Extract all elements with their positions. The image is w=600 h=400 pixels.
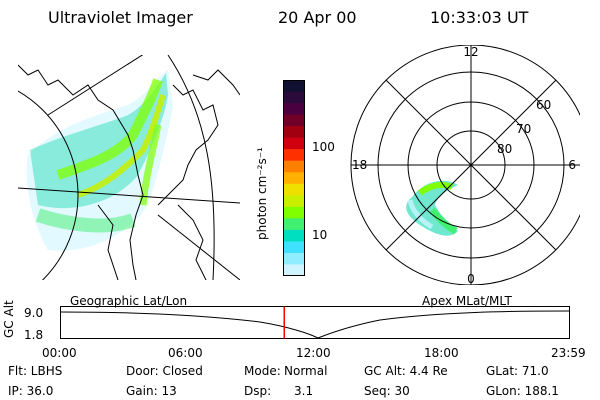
- colorbar-stripe: [283, 91, 305, 104]
- colorbar-stripe: [283, 172, 305, 185]
- colorbar-stripe: [283, 218, 305, 231]
- polar-grid: [350, 45, 580, 285]
- mlt-label-6: 6: [568, 158, 576, 172]
- altitude-timeline: [60, 306, 570, 339]
- altitude-ylabel: GC Alt: [2, 300, 16, 338]
- date-readout: 20 Apr 00: [278, 8, 357, 27]
- colorbar-stripe: [283, 183, 305, 196]
- altitude-ytick-high: 9.0: [24, 306, 44, 320]
- coastline: [18, 64, 240, 280]
- mlt-label-0: 0: [467, 272, 475, 285]
- mode-value: Normal: [284, 364, 328, 378]
- dsp-label: Dsp:: [244, 384, 272, 398]
- mlt-label-12: 12: [463, 45, 478, 59]
- auroral-emission-geo: [26, 70, 173, 251]
- seq-readout: Seq: 30: [364, 384, 410, 398]
- app-title: Ultraviolet Imager: [48, 8, 193, 27]
- time-readout: 10:33:03 UT: [430, 8, 529, 27]
- geographic-label: Geographic Lat/Lon: [70, 294, 188, 308]
- colorbar-stripe: [283, 241, 305, 254]
- colorbar-tick-100: 100: [312, 140, 335, 154]
- colorbar-stripe: [283, 195, 305, 208]
- xtick-0000: 00:00: [42, 346, 77, 360]
- colorbar-stripe: [283, 114, 305, 127]
- colorbar-stripe: [283, 149, 305, 162]
- mlat-label-60: 60: [536, 98, 551, 112]
- colorbar-stripe: [283, 80, 305, 93]
- mlat-label-70: 70: [516, 122, 531, 136]
- xtick-1200: 12:00: [296, 346, 331, 360]
- polar-plot: 12 0 18 6 80 70 60: [350, 45, 580, 285]
- mode-label: Mode:: [244, 364, 281, 378]
- glat-readout: GLat: 71.0: [486, 364, 549, 378]
- colorbar-gradient: [283, 80, 305, 277]
- geographic-map-panel: [18, 55, 240, 280]
- mlat-label-80: 80: [497, 142, 512, 156]
- auroral-emission-polar: [406, 180, 458, 236]
- colorbar-stripe: [283, 126, 305, 139]
- colorbar-stripe: [283, 252, 305, 265]
- colorbar-stripe: [283, 103, 305, 116]
- altitude-ytick-low: 1.8: [24, 328, 44, 342]
- xtick-2359: 23:59: [551, 346, 586, 360]
- gain-readout: Gain: 13: [126, 384, 177, 398]
- gc-alt-readout: GC Alt: 4.4 Re: [364, 364, 448, 378]
- mlt-label-18: 18: [352, 158, 367, 172]
- ip-readout: IP: 36.0: [8, 384, 54, 398]
- apex-label: Apex MLat/MLT: [422, 294, 512, 308]
- colorbar-stripe: [283, 264, 305, 277]
- filter-readout: Flt: LBHS: [8, 364, 63, 378]
- colorbar: [283, 80, 305, 277]
- colorbar-stripe: [283, 229, 305, 242]
- colorbar-stripe: [283, 137, 305, 150]
- glon-readout: GLon: 188.1: [486, 384, 559, 398]
- colorbar-border: [283, 80, 305, 276]
- colorbar-tick-10: 10: [312, 228, 328, 242]
- xtick-0600: 06:00: [168, 346, 203, 360]
- geo-grid: [18, 55, 240, 280]
- xtick-1800: 18:00: [424, 346, 459, 360]
- colorbar-stripe: [283, 206, 305, 219]
- colorbar-unit-label: photon cm⁻²s⁻¹: [255, 147, 269, 240]
- door-readout: Door: Closed: [126, 364, 203, 378]
- dsp-value: 3.1: [294, 384, 314, 398]
- colorbar-stripe: [283, 160, 305, 173]
